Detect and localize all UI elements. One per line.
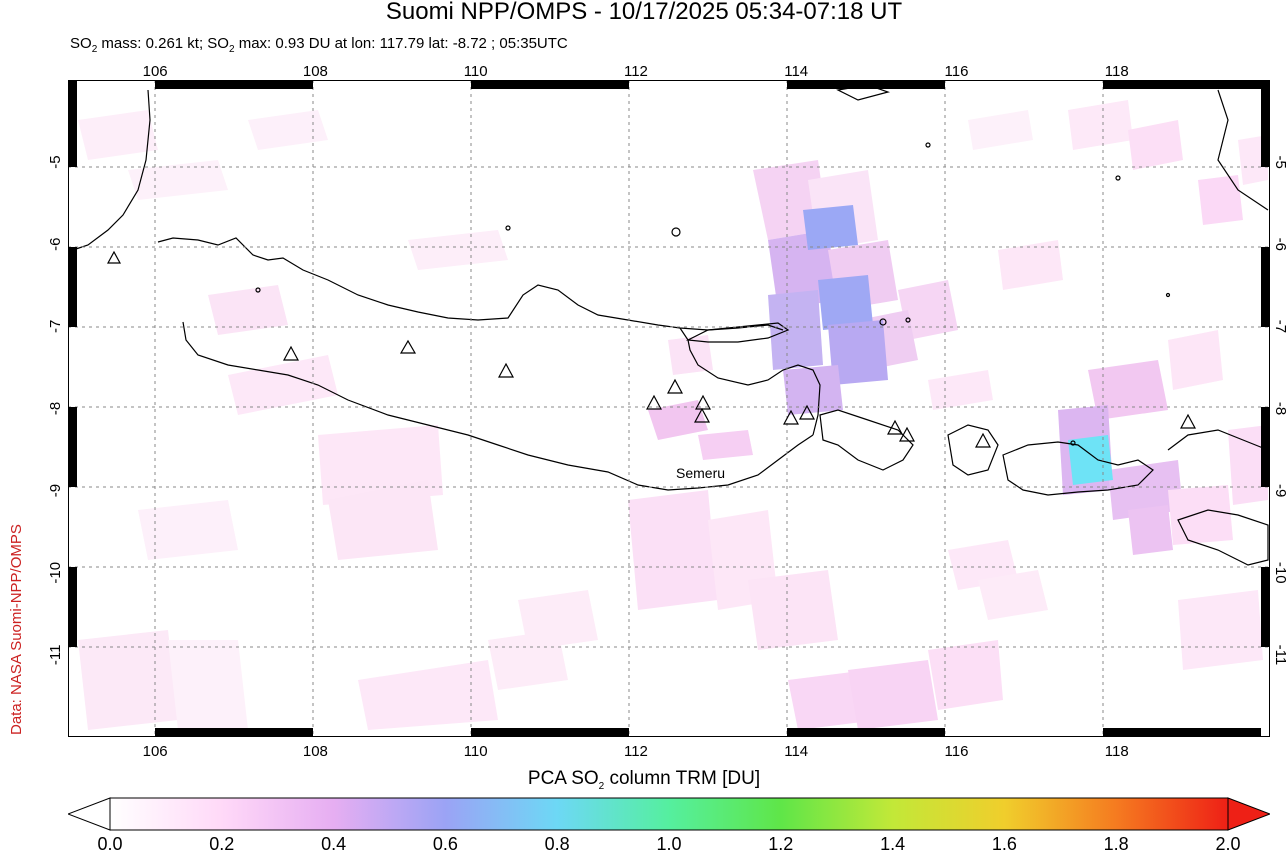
colorbar-tick-label: 0.4 bbox=[321, 834, 347, 854]
lat-tick-label: -6 bbox=[1272, 238, 1288, 251]
so2-retrieval-pixels bbox=[78, 100, 1268, 730]
lat-tick-label: -9 bbox=[47, 484, 64, 497]
graticule bbox=[68, 80, 1270, 737]
colorbar-tick-label: 2.0 bbox=[1215, 834, 1241, 854]
colorbar-tick-label: 1.0 bbox=[656, 834, 682, 854]
colorbar-tick-label: 0.0 bbox=[97, 834, 123, 854]
so2-map: Semeru bbox=[67, 79, 1271, 738]
lat-tick-label: -7 bbox=[47, 320, 64, 333]
lat-tick-label: -6 bbox=[47, 238, 64, 251]
lon-tick-label: 112 bbox=[624, 743, 648, 760]
map-title: Suomi NPP/OMPS - 10/17/2025 05:34-07:18 … bbox=[385, 0, 903, 25]
lat-tick-label: -11 bbox=[47, 645, 64, 666]
colorbar-gradient bbox=[109, 797, 1229, 831]
lat-tick-label: -8 bbox=[1272, 402, 1288, 415]
lon-tick-label: 112 bbox=[624, 63, 648, 80]
lon-tick-label: 114 bbox=[784, 63, 808, 80]
volcano-label-semeru: Semeru bbox=[676, 465, 725, 481]
lon-tick-label: 108 bbox=[303, 743, 328, 760]
colorbar-tick-label: 1.8 bbox=[1103, 834, 1129, 854]
lat-tick-labels-left: -5 -6 -7 -8 -9 -10 -11 bbox=[47, 155, 64, 665]
colorbar bbox=[66, 797, 1272, 831]
colorbar-tick-label: 1.6 bbox=[991, 834, 1017, 854]
colorbar-tick-label: 0.2 bbox=[209, 834, 235, 854]
colorbar-max-arrow bbox=[1227, 797, 1272, 831]
lat-tick-label: -10 bbox=[1272, 562, 1288, 584]
lat-tick-label: -7 bbox=[1272, 320, 1288, 333]
axis-labels: 106 108 110 112 114 116 118 106 108 110 112 114 116… bbox=[47, 63, 1288, 760]
map-canvas: Semeru bbox=[67, 79, 1271, 738]
lon-tick-labels-top: 106 108 110 112 114 116 118 bbox=[143, 63, 1129, 80]
so2-mass-summary: SO2 mass: 0.261 kt; SO2 max: 0.93 DU at … bbox=[70, 35, 568, 55]
lat-tick-label: -8 bbox=[47, 402, 64, 415]
lat-tick-label: -11 bbox=[1272, 645, 1288, 666]
lon-tick-label: 110 bbox=[464, 63, 488, 80]
colorbar-tick-label: 0.6 bbox=[432, 834, 458, 854]
colorbar-tick-label: 1.4 bbox=[880, 834, 906, 854]
colorbar-title: PCA SO2 column TRM [DU] bbox=[527, 768, 761, 792]
lon-tick-label: 116 bbox=[945, 63, 969, 80]
colorbar-canvas bbox=[66, 797, 1272, 831]
colorbar-tick-label: 0.8 bbox=[544, 834, 570, 854]
colorbar-tick-label: 1.2 bbox=[768, 834, 794, 854]
lat-tick-label: -9 bbox=[1272, 484, 1288, 497]
lat-tick-label: -5 bbox=[47, 155, 64, 168]
colorbar-min-arrow bbox=[66, 797, 111, 831]
lon-tick-label: 118 bbox=[1105, 743, 1129, 760]
lon-tick-label: 110 bbox=[464, 743, 488, 760]
lon-tick-label: 116 bbox=[945, 743, 969, 760]
lon-tick-label: 114 bbox=[784, 743, 808, 760]
lat-tick-label: -10 bbox=[47, 562, 64, 584]
lon-tick-labels-bottom: 106 108 110 112 114 116 118 bbox=[143, 743, 1129, 760]
lat-tick-label: -5 bbox=[1272, 155, 1288, 168]
lon-tick-label: 108 bbox=[303, 63, 328, 80]
lon-tick-label: 118 bbox=[1105, 63, 1129, 80]
volcano-markers bbox=[106, 250, 1197, 448]
coastlines bbox=[72, 84, 1269, 566]
colorbar-tick-labels: 0.0 0.2 0.4 0.6 0.8 1.0 1.2 1.4 1.6 1.8 2.0 bbox=[0, 834, 1288, 856]
lat-tick-labels-right: -5 -6 -7 -8 -9 -10 -11 bbox=[1272, 155, 1288, 665]
lon-tick-label: 106 bbox=[143, 743, 168, 760]
lon-tick-label: 106 bbox=[143, 63, 168, 80]
